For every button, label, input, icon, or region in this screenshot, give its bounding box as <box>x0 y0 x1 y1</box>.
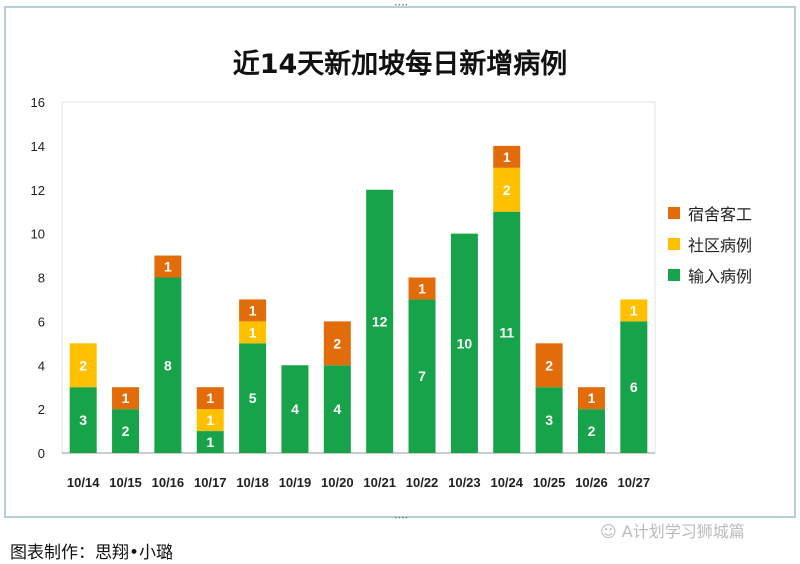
bar-segment <box>535 387 563 453</box>
bar-segment <box>196 409 224 432</box>
legend-item: 宿舍客工 <box>668 197 752 228</box>
bar-segment <box>620 299 648 322</box>
data-label: 2 <box>545 357 553 373</box>
legend-item: 输入病例 <box>668 259 752 290</box>
bar-segment <box>577 409 605 453</box>
y-tick-label: 4 <box>38 358 45 373</box>
bar-segment <box>620 321 648 453</box>
x-tick-label: 10/27 <box>618 475 651 490</box>
legend-swatch <box>668 206 680 219</box>
y-tick-label: 16 <box>31 95 45 110</box>
resize-handle-bottom[interactable]: •••• <box>394 515 409 522</box>
y-tick-label: 12 <box>31 183 45 198</box>
x-tick-label: 10/24 <box>490 475 523 490</box>
bar-segment <box>239 321 267 344</box>
bar-segment <box>450 233 478 453</box>
data-label: 6 <box>630 379 638 395</box>
bar-segment <box>154 277 182 453</box>
data-label: 7 <box>418 368 426 384</box>
data-label: 2 <box>333 335 341 351</box>
bar-segment <box>493 145 521 168</box>
data-label: 1 <box>249 302 257 318</box>
data-label: 1 <box>503 149 511 165</box>
data-label: 2 <box>79 357 87 373</box>
data-label: 1 <box>418 280 426 296</box>
wechat-icon: ☺ <box>600 522 622 541</box>
x-tick-label: 10/25 <box>533 475 566 490</box>
data-label: 1 <box>206 434 214 450</box>
bar-segment <box>112 409 140 453</box>
x-tick-label: 10/16 <box>152 475 185 490</box>
legend-swatch <box>668 237 680 250</box>
bar-segment <box>493 167 521 212</box>
bar-segment <box>239 299 267 322</box>
bar-segment <box>408 299 436 453</box>
plot-area <box>61 101 656 454</box>
x-tick-label: 10/14 <box>67 475 100 490</box>
bar-segment <box>154 255 182 278</box>
data-label: 1 <box>206 390 214 406</box>
bar-segment <box>69 387 97 453</box>
data-label: 1 <box>164 259 172 275</box>
legend-label: 输入病例 <box>688 266 753 286</box>
y-tick-label: 10 <box>31 227 45 242</box>
data-label: 2 <box>122 423 130 439</box>
x-tick-label: 10/18 <box>236 475 269 490</box>
legend-label: 宿舍客工 <box>688 204 753 224</box>
x-tick-label: 10/22 <box>406 475 439 490</box>
x-tick-label: 10/20 <box>321 475 354 490</box>
data-label: 1 <box>122 390 130 406</box>
legend-item: 社区病例 <box>668 228 752 259</box>
data-label: 2 <box>588 423 596 439</box>
x-tick-label: 10/15 <box>109 475 142 490</box>
data-label: 2 <box>503 182 511 198</box>
bar-segment <box>323 321 351 366</box>
bar-segment <box>408 277 436 300</box>
data-label: 12 <box>372 313 388 329</box>
y-tick-label: 2 <box>38 402 45 417</box>
legend-swatch <box>668 268 680 281</box>
bar-segment <box>366 189 394 453</box>
bar-segment <box>493 211 521 453</box>
data-label: 3 <box>545 412 553 428</box>
data-label: 8 <box>164 357 172 373</box>
bar-segment <box>577 387 605 410</box>
bar-segment <box>281 365 309 453</box>
chart-title: 近14天新加坡每日新增病例 <box>232 49 568 80</box>
data-label: 5 <box>249 390 257 406</box>
bar-segment <box>196 431 224 453</box>
bar-segment <box>69 343 97 388</box>
bar-segment <box>112 387 140 410</box>
data-label: 1 <box>630 302 638 318</box>
x-tick-label: 10/23 <box>448 475 481 490</box>
data-label: 3 <box>79 412 87 428</box>
y-tick-label: 8 <box>38 271 45 286</box>
data-label: 4 <box>333 401 341 417</box>
y-tick-label: 0 <box>38 446 45 461</box>
bar-segment <box>323 365 351 453</box>
legend: 宿舍客工社区病例输入病例 <box>668 197 752 290</box>
y-tick-label: 6 <box>38 314 45 329</box>
y-tick-label: 14 <box>31 139 45 154</box>
resize-handle-top[interactable]: •••• <box>394 2 409 9</box>
data-label: 10 <box>457 335 473 351</box>
x-tick-label: 10/26 <box>575 475 608 490</box>
data-label: 1 <box>588 390 596 406</box>
data-label: 11 <box>499 324 514 340</box>
data-label: 1 <box>249 324 257 340</box>
bar-segment <box>196 387 224 410</box>
watermark: ☺ A计划学习狮城篇 <box>600 522 745 541</box>
x-tick-label: 10/21 <box>363 475 396 490</box>
x-tick-label: 10/17 <box>194 475 227 490</box>
data-label: 1 <box>206 412 214 428</box>
legend-label: 社区病例 <box>688 235 753 255</box>
data-label: 4 <box>291 401 299 417</box>
x-tick-label: 10/19 <box>279 475 312 490</box>
bar-segment <box>239 343 267 453</box>
footer-credit: 图表制作：思翔•小璐 <box>10 543 174 563</box>
bar-segment <box>535 343 563 388</box>
